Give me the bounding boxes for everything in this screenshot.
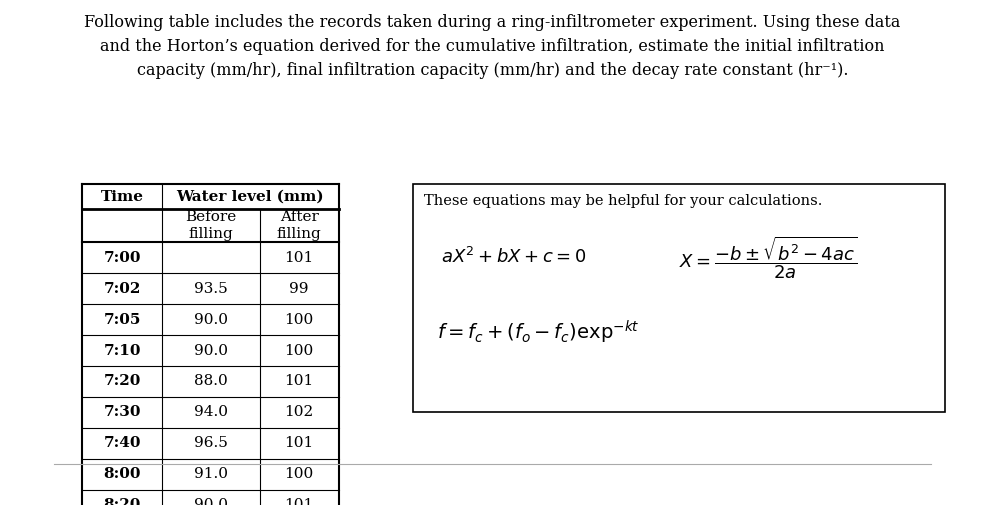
Text: $f = f_c + (f_o - f_c)\mathrm{exp}^{-kt}$: $f = f_c + (f_o - f_c)\mathrm{exp}^{-kt}… xyxy=(436,319,639,346)
Text: 102: 102 xyxy=(285,406,314,420)
Text: 7:00: 7:00 xyxy=(103,250,141,265)
Text: 7:05: 7:05 xyxy=(103,313,141,327)
Text: 96.5: 96.5 xyxy=(194,436,228,450)
FancyBboxPatch shape xyxy=(414,184,945,413)
Text: 100: 100 xyxy=(285,467,314,481)
Text: 7:20: 7:20 xyxy=(103,375,141,388)
Text: 7:10: 7:10 xyxy=(103,343,141,358)
Text: 7:02: 7:02 xyxy=(103,282,141,295)
Text: 8:00: 8:00 xyxy=(103,467,141,481)
Text: Following table includes the records taken during a ring-infiltrometer experimen: Following table includes the records tak… xyxy=(85,14,900,79)
Text: After
filling: After filling xyxy=(277,210,321,241)
Text: 7:30: 7:30 xyxy=(103,406,141,420)
Text: 99: 99 xyxy=(290,282,309,295)
Text: These equations may be helpful for your calculations.: These equations may be helpful for your … xyxy=(425,194,822,209)
Text: $X = \dfrac{-b \pm \sqrt{b^2 - 4ac}}{2a}$: $X = \dfrac{-b \pm \sqrt{b^2 - 4ac}}{2a}… xyxy=(679,234,857,281)
Text: 91.0: 91.0 xyxy=(194,467,228,481)
Text: 100: 100 xyxy=(285,343,314,358)
Text: Time: Time xyxy=(100,190,144,204)
Text: 8:20: 8:20 xyxy=(103,498,141,505)
Text: Before
filling: Before filling xyxy=(185,210,236,241)
Text: Water level (mm): Water level (mm) xyxy=(176,190,324,204)
Text: 90.0: 90.0 xyxy=(194,343,228,358)
Text: 100: 100 xyxy=(285,313,314,327)
Text: 93.5: 93.5 xyxy=(194,282,228,295)
Text: 101: 101 xyxy=(285,375,314,388)
Text: 90.0: 90.0 xyxy=(194,313,228,327)
Text: $aX^2 + bX + c = 0$: $aX^2 + bX + c = 0$ xyxy=(441,247,586,268)
Text: 88.0: 88.0 xyxy=(194,375,228,388)
Text: 101: 101 xyxy=(285,436,314,450)
Text: 101: 101 xyxy=(285,250,314,265)
Text: 7:40: 7:40 xyxy=(103,436,141,450)
Text: 101: 101 xyxy=(285,498,314,505)
Text: 90.0: 90.0 xyxy=(194,498,228,505)
Text: 94.0: 94.0 xyxy=(194,406,228,420)
